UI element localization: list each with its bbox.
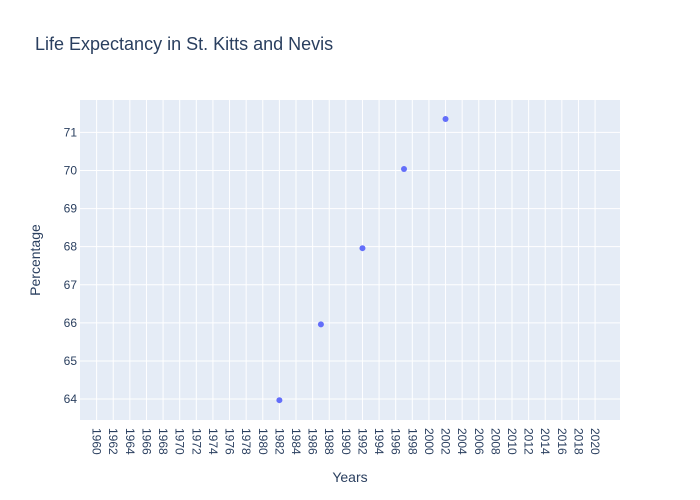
x-tick-label: 2012 [522, 428, 536, 455]
plot-area [80, 100, 620, 420]
x-tick-label: 1988 [322, 428, 336, 455]
y-tick-label: 70 [64, 163, 78, 177]
x-tick-label: 1972 [189, 428, 203, 455]
x-tick-label: 1978 [239, 428, 253, 455]
x-tick-label: 1986 [306, 428, 320, 455]
y-tick-label: 69 [64, 202, 78, 216]
x-tick-label: 2016 [555, 428, 569, 455]
y-tick-label: 71 [64, 125, 78, 139]
y-tick-label: 67 [64, 278, 78, 292]
x-tick-label: 1976 [223, 428, 237, 455]
x-tick-label: 2000 [422, 428, 436, 455]
x-tick-label: 1974 [206, 428, 220, 455]
x-tick-label: 1970 [173, 428, 187, 455]
x-tick-label: 2014 [538, 428, 552, 455]
x-tick-label: 1994 [372, 428, 386, 455]
y-axis-ticks: 64 65 66 67 68 69 70 71 [64, 125, 78, 406]
x-tick-label: 1982 [272, 428, 286, 455]
y-tick-label: 68 [64, 240, 78, 254]
y-tick-label: 66 [64, 316, 78, 330]
y-tick-label: 65 [64, 354, 78, 368]
x-tick-label: 2010 [505, 428, 519, 455]
x-tick-label: 2006 [472, 428, 486, 455]
y-axis-title: Percentage [27, 224, 43, 296]
x-tick-label: 2020 [588, 428, 602, 455]
x-tick-label: 2008 [488, 428, 502, 455]
data-points [276, 116, 449, 404]
grid-lines [80, 100, 620, 420]
x-axis-ticks: 1960 1962 1964 1966 1968 1970 1972 1974 1976 1978… [90, 428, 602, 455]
data-point [317, 321, 324, 328]
x-tick-label: 1980 [256, 428, 270, 455]
x-tick-label: 1966 [139, 428, 153, 455]
data-point [276, 397, 283, 404]
data-point [359, 245, 366, 252]
data-point [442, 116, 449, 123]
x-tick-label: 1962 [106, 428, 120, 455]
x-tick-label: 1984 [289, 428, 303, 455]
x-tick-label: 1990 [339, 428, 353, 455]
x-tick-label: 1960 [90, 428, 104, 455]
x-tick-label: 1968 [156, 428, 170, 455]
x-tick-label: 2002 [439, 428, 453, 455]
y-tick-label: 64 [64, 392, 78, 406]
x-tick-label: 2004 [455, 428, 469, 455]
data-point [401, 165, 407, 172]
x-tick-label: 1996 [389, 428, 403, 455]
x-tick-label: 1992 [355, 428, 369, 455]
x-tick-label: 1964 [123, 428, 137, 455]
x-tick-label: 2018 [571, 428, 585, 455]
x-tick-label: 1998 [405, 428, 419, 455]
chart-title: Life Expectancy in St. Kitts and Nevis [35, 34, 333, 54]
x-axis-title: Years [332, 469, 367, 485]
